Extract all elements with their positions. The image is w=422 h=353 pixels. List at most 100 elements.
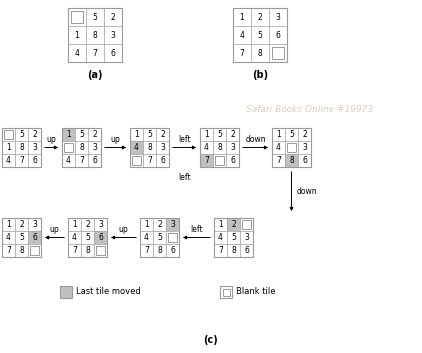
Bar [68, 8, 86, 26]
Bar [233, 8, 251, 26]
Bar [140, 231, 153, 244]
Bar [214, 244, 227, 257]
Text: 8: 8 [19, 246, 24, 255]
Text: 2: 2 [92, 130, 97, 139]
Text: 7: 7 [240, 48, 244, 58]
Bar [156, 141, 169, 154]
Bar [15, 231, 28, 244]
Bar [269, 44, 287, 62]
Bar [166, 218, 179, 231]
Bar [166, 231, 179, 244]
Bar [62, 128, 75, 141]
Bar [156, 128, 169, 141]
Text: 3: 3 [244, 233, 249, 242]
Bar [200, 128, 213, 141]
Text: 5: 5 [231, 233, 236, 242]
Bar [15, 141, 28, 154]
Bar [68, 231, 81, 244]
Text: 7: 7 [72, 246, 77, 255]
Text: 7: 7 [204, 156, 209, 165]
Bar [4, 130, 13, 139]
Bar [227, 218, 240, 231]
Bar [200, 141, 213, 154]
Text: 2: 2 [230, 130, 235, 139]
Text: 7: 7 [19, 156, 24, 165]
Text: 5: 5 [85, 233, 90, 242]
Bar [2, 128, 15, 141]
Text: 3: 3 [170, 220, 175, 229]
Text: 1: 1 [6, 143, 11, 152]
Bar [168, 233, 177, 242]
Text: 8: 8 [289, 156, 294, 165]
Bar [140, 218, 179, 257]
Bar [285, 128, 298, 141]
Bar [104, 26, 122, 44]
Bar [153, 231, 166, 244]
Text: 7: 7 [276, 156, 281, 165]
Bar [269, 26, 287, 44]
Text: 6: 6 [32, 233, 37, 242]
Bar [214, 231, 227, 244]
Text: 1: 1 [218, 220, 223, 229]
Text: 5: 5 [92, 12, 97, 22]
Bar [287, 143, 296, 152]
Bar [133, 156, 141, 164]
Text: up: up [119, 225, 128, 233]
Bar [272, 128, 311, 167]
Text: 7: 7 [92, 48, 97, 58]
Text: 8: 8 [157, 246, 162, 255]
Bar [86, 26, 104, 44]
Bar [28, 128, 41, 141]
Text: 4: 4 [134, 143, 139, 152]
Text: 4: 4 [276, 143, 281, 152]
Text: 2: 2 [19, 220, 24, 229]
Bar [88, 141, 101, 154]
Bar [213, 141, 226, 154]
Bar [298, 154, 311, 167]
Bar [269, 8, 287, 26]
Text: left: left [178, 173, 191, 182]
Bar [28, 231, 41, 244]
Bar [242, 220, 251, 229]
Text: 8: 8 [79, 143, 84, 152]
Bar [86, 44, 104, 62]
Text: 1: 1 [276, 130, 281, 139]
Bar [2, 231, 15, 244]
Bar [88, 154, 101, 167]
Text: Safari Books Online #19973: Safari Books Online #19973 [246, 106, 373, 114]
Text: 4: 4 [144, 233, 149, 242]
Text: up: up [46, 134, 57, 144]
Text: 5: 5 [147, 130, 152, 139]
Bar [81, 244, 94, 257]
Bar [130, 141, 143, 154]
Text: up: up [111, 134, 120, 144]
Bar [240, 244, 253, 257]
Bar [130, 128, 169, 167]
Text: 5: 5 [79, 130, 84, 139]
Bar [251, 26, 269, 44]
Text: 6: 6 [160, 156, 165, 165]
Text: (a): (a) [87, 70, 103, 80]
Text: 1: 1 [66, 130, 71, 139]
Bar [28, 244, 41, 257]
Bar [213, 128, 226, 141]
Text: 4: 4 [72, 233, 77, 242]
Text: 4: 4 [6, 156, 11, 165]
Bar [200, 154, 213, 167]
Bar [104, 44, 122, 62]
Text: left: left [190, 225, 203, 233]
Text: 2: 2 [231, 220, 236, 229]
Bar [272, 141, 285, 154]
Bar [156, 154, 169, 167]
Bar [28, 218, 41, 231]
Bar [298, 141, 311, 154]
Bar [86, 8, 104, 26]
Bar [15, 154, 28, 167]
Text: 6: 6 [32, 156, 37, 165]
Text: 2: 2 [85, 220, 90, 229]
Bar [2, 218, 15, 231]
Bar [140, 244, 153, 257]
Text: 2: 2 [157, 220, 162, 229]
Text: down: down [297, 187, 317, 196]
Bar [226, 154, 239, 167]
